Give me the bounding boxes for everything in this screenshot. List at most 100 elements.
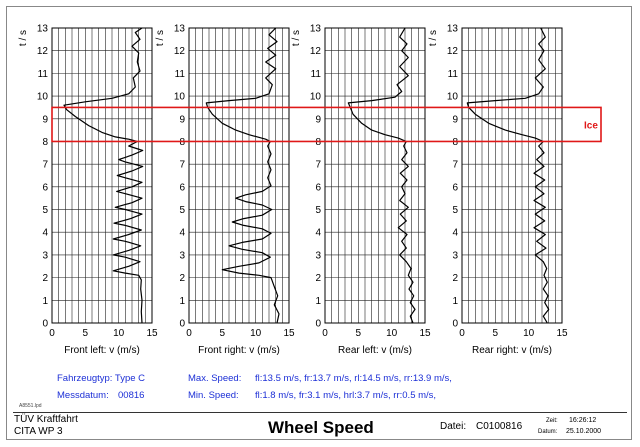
y-tick-label: 11 xyxy=(311,69,322,80)
speed-series-line xyxy=(205,27,280,324)
ice-label: Ice xyxy=(584,120,598,131)
file-value: C0100816 xyxy=(476,421,523,432)
max-speed-label: Max. Speed: xyxy=(188,373,242,384)
x-tick-label: 0 xyxy=(459,328,465,339)
y-tick-label: 5 xyxy=(42,205,48,216)
measurement-date-value: 00816 xyxy=(118,390,145,401)
y-tick-label: 6 xyxy=(179,182,185,193)
x-tick-label: 5 xyxy=(220,328,226,339)
y-tick-label: 13 xyxy=(310,24,322,35)
y-tick-label: 9 xyxy=(42,114,48,125)
y-tick-label: 6 xyxy=(315,182,321,193)
x-axis-label: Front right: v (m/s) xyxy=(198,345,280,356)
x-tick-label: 5 xyxy=(356,328,362,339)
x-tick-label: 5 xyxy=(83,328,89,339)
y-tick-label: 11 xyxy=(38,69,49,80)
y-tick-label: 3 xyxy=(42,250,48,261)
measurement-date-label: Messdatum: xyxy=(57,390,109,401)
y-axis-label: t / s xyxy=(291,30,302,46)
y-tick-label: 2 xyxy=(42,273,48,284)
speed-series-line xyxy=(63,27,144,324)
y-axis-label: t / s xyxy=(428,30,439,46)
y-tick-label: 12 xyxy=(174,46,186,57)
min-speed-values: fl:1.8 m/s, fr:3.1 m/s, hrl:3.7 m/s, rr:… xyxy=(255,390,437,401)
plot-frame xyxy=(188,27,290,324)
x-axis-label: Front left: v (m/s) xyxy=(64,345,140,356)
x-tick-label: 15 xyxy=(146,328,158,339)
x-tick-label: 10 xyxy=(113,328,125,339)
y-tick-label: 2 xyxy=(315,273,321,284)
x-tick-label: 10 xyxy=(523,328,535,339)
date-value: 25.10.2000 xyxy=(566,428,602,435)
y-tick-label: 3 xyxy=(179,250,185,261)
y-tick-label: 8 xyxy=(452,137,458,148)
plot-frame xyxy=(51,27,153,324)
y-tick-label: 13 xyxy=(447,24,459,35)
x-axis-label: Rear left: v (m/s) xyxy=(338,345,412,356)
y-tick-label: 11 xyxy=(175,69,186,80)
y-tick-label: 7 xyxy=(315,160,321,171)
y-tick-label: 7 xyxy=(452,160,458,171)
y-tick-label: 8 xyxy=(42,137,48,148)
speed-series-line xyxy=(466,27,550,324)
y-tick-label: 1 xyxy=(42,296,48,307)
y-tick-label: 3 xyxy=(452,250,458,261)
y-tick-label: 10 xyxy=(447,92,459,103)
x-tick-label: 0 xyxy=(186,328,192,339)
ice-highlight-band xyxy=(51,106,602,143)
min-speed-label: Min. Speed: xyxy=(188,390,239,401)
y-tick-label: 9 xyxy=(452,114,458,125)
y-tick-label: 1 xyxy=(315,296,321,307)
y-tick-label: 1 xyxy=(452,296,458,307)
y-tick-label: 8 xyxy=(179,137,185,148)
y-tick-label: 12 xyxy=(37,46,49,57)
y-tick-label: 13 xyxy=(174,24,186,35)
y-tick-label: 13 xyxy=(37,24,49,35)
y-tick-label: 0 xyxy=(179,319,185,330)
y-tick-label: 6 xyxy=(42,182,48,193)
x-tick-label: 0 xyxy=(49,328,55,339)
y-tick-label: 6 xyxy=(452,182,458,193)
y-tick-label: 7 xyxy=(42,160,48,171)
y-tick-label: 5 xyxy=(452,205,458,216)
organization-name: TÜV Kraftfahrt xyxy=(14,414,78,425)
y-tick-label: 4 xyxy=(42,228,48,239)
page-frame xyxy=(6,6,632,440)
y-tick-label: 5 xyxy=(179,205,185,216)
y-tick-label: 5 xyxy=(315,205,321,216)
time-value: 16:26:12 xyxy=(569,417,597,424)
max-speed-values: fl:13.5 m/s, fr:13.7 m/s, rl:14.5 m/s, r… xyxy=(255,373,452,384)
y-tick-label: 10 xyxy=(310,92,322,103)
vehicle-type-text: Fahrzeugtyp: Type C xyxy=(57,373,146,384)
y-axis-label: t / s xyxy=(155,30,166,46)
y-tick-label: 9 xyxy=(179,114,185,125)
y-tick-label: 12 xyxy=(310,46,322,57)
sheet-title: Wheel Speed xyxy=(268,418,374,437)
project-name: CITA WP 3 xyxy=(14,426,63,437)
y-tick-label: 12 xyxy=(447,46,459,57)
x-tick-label: 10 xyxy=(250,328,262,339)
y-tick-label: 2 xyxy=(452,273,458,284)
y-tick-label: 1 xyxy=(179,296,185,307)
y-tick-label: 11 xyxy=(448,69,459,80)
y-tick-label: 4 xyxy=(315,228,321,239)
plot-frame xyxy=(461,27,563,324)
y-tick-label: 10 xyxy=(174,92,186,103)
x-tick-label: 10 xyxy=(386,328,398,339)
time-label: Zeit: xyxy=(546,418,558,424)
speed-series-line xyxy=(347,27,416,324)
footer-bar xyxy=(13,412,627,441)
file-code: A8551.lpd xyxy=(19,403,42,409)
y-tick-label: 0 xyxy=(452,319,458,330)
y-tick-label: 9 xyxy=(315,114,321,125)
y-tick-label: 10 xyxy=(37,92,49,103)
y-tick-label: 4 xyxy=(452,228,458,239)
y-tick-label: 3 xyxy=(315,250,321,261)
file-label: Datei: xyxy=(440,421,467,432)
y-tick-label: 8 xyxy=(315,137,321,148)
x-tick-label: 15 xyxy=(283,328,295,339)
